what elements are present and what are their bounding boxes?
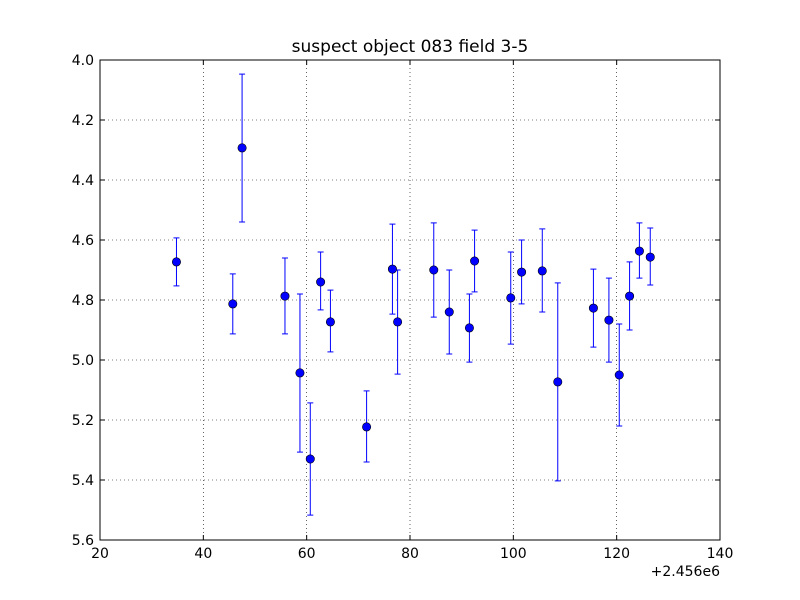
data-point xyxy=(506,293,516,303)
data-point xyxy=(614,370,624,380)
data-point xyxy=(387,264,397,274)
x-tick-label: 80 xyxy=(401,546,419,562)
data-point xyxy=(393,317,403,327)
data-point xyxy=(517,267,527,277)
data-point xyxy=(171,257,181,267)
data-point xyxy=(316,277,326,287)
x-tick-label: 140 xyxy=(707,546,734,562)
y-tick-label: 4.6 xyxy=(72,233,94,249)
data-point xyxy=(604,315,614,325)
data-point xyxy=(464,323,474,333)
data-point xyxy=(305,454,315,464)
data-point xyxy=(553,377,563,387)
data-point xyxy=(429,265,439,275)
data-point xyxy=(625,291,635,301)
y-tick-label: 4.2 xyxy=(72,113,94,129)
x-tick-label: 20 xyxy=(91,546,109,562)
y-tick-labels: 4.0 4.2 4.4 4.6 4.8 5.0 5.2 5.4 5.6 xyxy=(72,53,94,549)
data-point xyxy=(295,368,305,378)
y-tick-label: 5.4 xyxy=(72,473,94,489)
data-points xyxy=(171,143,655,464)
x-tick-label: 60 xyxy=(298,546,316,562)
x-axis-offset-label: +2.456e6 xyxy=(651,564,720,580)
y-tick-label: 4.8 xyxy=(72,293,94,309)
data-point xyxy=(588,303,598,313)
data-point xyxy=(362,422,372,432)
y-tick-label: 5.6 xyxy=(72,533,94,549)
x-tick-label: 40 xyxy=(194,546,212,562)
x-tick-label: 100 xyxy=(500,546,527,562)
data-point xyxy=(444,307,454,317)
y-tick-label: 4.4 xyxy=(72,173,94,189)
data-point xyxy=(470,256,480,266)
data-point xyxy=(634,246,644,256)
y-tick-label: 5.2 xyxy=(72,413,94,429)
x-tick-labels: 20 40 60 80 100 120 140 xyxy=(91,546,733,562)
y-tick-label: 4.0 xyxy=(72,53,94,69)
x-tick-label: 120 xyxy=(603,546,630,562)
data-point xyxy=(228,299,238,309)
y-tick-label: 5.0 xyxy=(72,353,94,369)
axis-ticks xyxy=(99,59,721,541)
data-point xyxy=(537,266,547,276)
data-point xyxy=(325,317,335,327)
grid-lines xyxy=(100,60,720,540)
data-point xyxy=(237,143,247,153)
data-point xyxy=(280,291,290,301)
data-point xyxy=(645,252,655,262)
chart-title: suspect object 083 field 3-5 xyxy=(292,37,529,57)
